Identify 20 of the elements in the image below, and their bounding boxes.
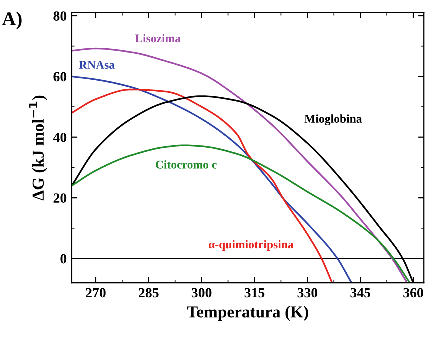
y-tick-label: 0 <box>60 254 67 264</box>
y-tick-label: 20 <box>54 194 67 204</box>
y-tick-label: 40 <box>53 132 67 142</box>
series-label: Citocromo c <box>156 160 217 169</box>
x-tick-label: 285 <box>139 288 159 298</box>
x-tick-label: 270 <box>86 288 106 298</box>
series-label: Mioglobina <box>304 114 362 126</box>
series-label: α-quimiotripsina <box>208 240 294 252</box>
x-tick-label: 360 <box>404 288 424 298</box>
y-axis-title: ΔG (kJ mol$^{−1}$) <box>29 96 48 201</box>
series-label: Lisozima <box>135 34 181 43</box>
y-tick-label: 80 <box>54 12 67 21</box>
x-tick-label: 300 <box>192 288 212 298</box>
y-tick-label: 60 <box>54 72 67 82</box>
chart-title: A) <box>2 12 22 30</box>
x-tick-label: 330 <box>298 288 318 298</box>
x-axis-title: Temperatura (K) <box>187 306 308 322</box>
x-tick-label: 345 <box>350 288 371 298</box>
x-tick-label: 315 <box>244 288 265 298</box>
series-label: RNAsa <box>79 61 115 70</box>
